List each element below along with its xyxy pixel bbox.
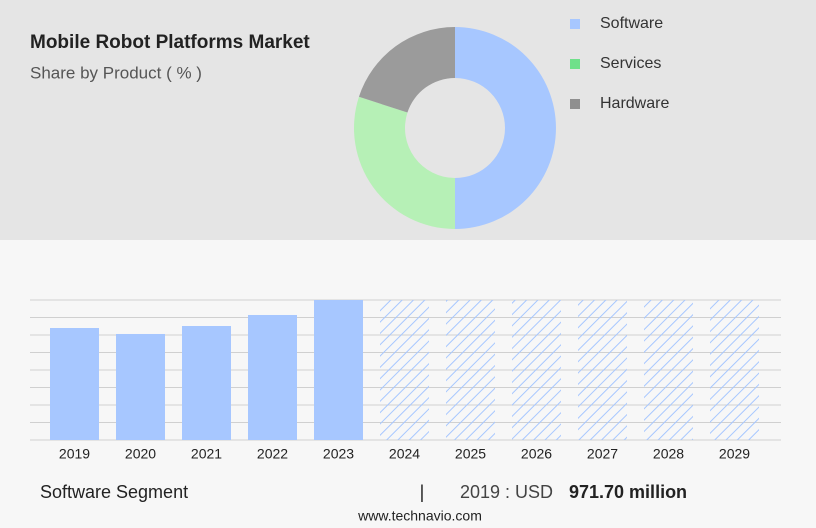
x-tick-label: 2019: [59, 446, 90, 462]
chart-title: Mobile Robot Platforms Market: [30, 32, 310, 53]
footer-year: 2019 : USD: [460, 482, 553, 502]
bar: [314, 300, 363, 440]
footer-value: 971.70 million: [569, 482, 687, 502]
chart-subtitle: Share by Product ( % ): [30, 63, 202, 82]
donut-slice: [358, 27, 455, 113]
donut-slice: [353, 96, 455, 230]
x-tick-label: 2024: [389, 446, 420, 462]
donut-slice: [455, 27, 556, 229]
bar: [50, 327, 99, 440]
legend-label: Software: [600, 15, 663, 32]
x-tick-label: 2025: [455, 446, 486, 462]
forecast-placeholder: [644, 300, 693, 440]
x-tick-label: 2026: [521, 446, 552, 462]
footer-segment: Software Segment: [40, 482, 188, 502]
legend-label: Hardware: [600, 95, 669, 112]
x-tick-label: 2029: [719, 446, 750, 462]
x-tick-label: 2028: [653, 446, 684, 462]
bar: [248, 314, 297, 440]
forecast-placeholder: [710, 300, 759, 440]
forecast-placeholder: [446, 300, 495, 440]
x-tick-label: 2027: [587, 446, 618, 462]
forecast-placeholder: [578, 300, 627, 440]
forecast-placeholder: [512, 300, 561, 440]
x-tick-label: 2023: [323, 446, 354, 462]
legend-marker: [570, 99, 580, 109]
forecast-placeholder: [380, 300, 429, 440]
legend-marker: [570, 19, 580, 29]
bar: [182, 326, 231, 440]
website: www.technavio.com: [357, 508, 482, 524]
x-tick-label: 2020: [125, 446, 156, 462]
bar: [116, 333, 165, 440]
legend-marker: [570, 59, 580, 69]
legend-label: Services: [600, 55, 661, 72]
x-tick-label: 2021: [191, 446, 222, 462]
x-tick-label: 2022: [257, 446, 288, 462]
footer-separator: |: [420, 482, 425, 502]
